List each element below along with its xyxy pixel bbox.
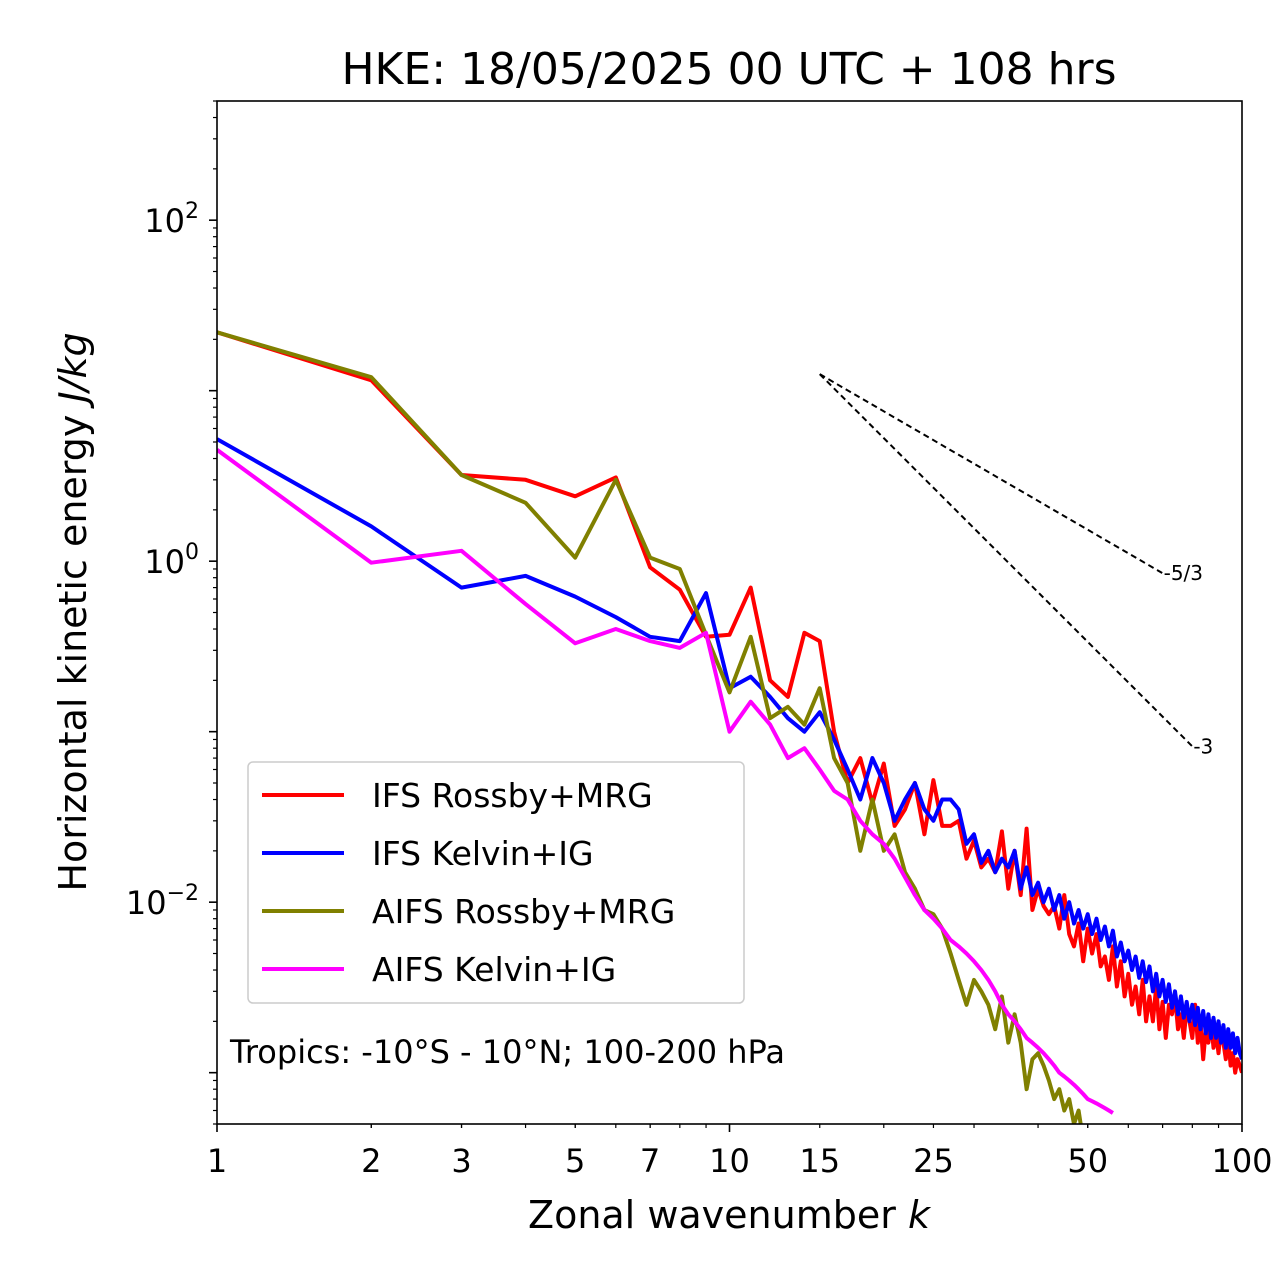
series-line-0 (217, 330, 1242, 1075)
x-tick-label: 15 (799, 1142, 840, 1180)
x-tick-label: 3 (451, 1142, 471, 1180)
legend-box (247, 761, 745, 1004)
legend-entries: IFS Rossby+MRG IFS Kelvin+IG AIFS Rossby+M… (262, 776, 675, 989)
reference-line-label-1: -3 (1193, 734, 1213, 758)
x-tick-label: 10 (709, 1142, 750, 1180)
series-line-3 (217, 448, 1114, 1115)
x-axis-label-text: Zonal wavenumber (528, 1193, 908, 1237)
x-tick-label: 50 (1067, 1142, 1108, 1180)
reference-slope-lines: -5/3 -3 (819, 373, 1213, 758)
reference-line-label-0: -5/3 (1164, 561, 1203, 585)
series-lines (217, 330, 1242, 1124)
y-axis-label-text: Horizontal kinetic energy (51, 403, 95, 892)
x-axis-label: Zonal wavenumber k (528, 1193, 932, 1237)
series-line-1 (217, 437, 1242, 1060)
y-tick-label: 102 (144, 199, 199, 240)
chart-title: HKE: 18/05/2025 00 UTC + 108 hrs (341, 44, 1116, 95)
y-axis-label: Horizontal kinetic energy J/kg (51, 332, 95, 891)
x-tick-label: 25 (913, 1142, 954, 1180)
x-tick-label: 5 (565, 1142, 585, 1180)
legend-label-0: IFS Rossby+MRG (372, 776, 653, 815)
x-axis-ticks: 1 2 3 5 7 10 15 25 50 100 (207, 1124, 1273, 1180)
reference-line-1 (819, 373, 1194, 748)
x-tick-label: 1 (207, 1142, 227, 1180)
legend-label-3: AIFS Kelvin+IG (372, 950, 616, 989)
y-axis-ticks: 102 100 10−2 (126, 100, 217, 1125)
x-axis-label-symbol: k (908, 1193, 932, 1237)
y-tick-label: 10−2 (126, 881, 199, 922)
region-annotation: Tropics: -10°S - 10°N; 100-200 hPa (229, 1033, 785, 1071)
legend: IFS Rossby+MRG IFS Kelvin+IG AIFS Rossby+M… (247, 761, 745, 1004)
y-tick-label: 100 (144, 540, 199, 581)
legend-label-2: AIFS Rossby+MRG (372, 892, 675, 931)
x-tick-label: 7 (640, 1142, 660, 1180)
reference-line-0 (819, 373, 1164, 575)
x-tick-label: 100 (1211, 1142, 1272, 1180)
x-tick-label: 2 (361, 1142, 381, 1180)
y-axis-label-units: J/kg (51, 332, 95, 409)
legend-label-1: IFS Kelvin+IG (372, 834, 594, 873)
